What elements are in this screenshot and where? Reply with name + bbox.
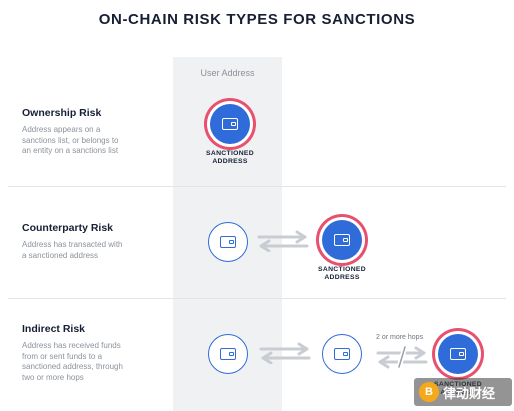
watermark-logo-icon: B [419,382,439,402]
indirect-risk-title: Indirect Risk [22,323,86,335]
row-divider [8,186,506,187]
indirect-risk-description: Address has received funds from or sent … [22,341,123,382]
wallet-icon [334,234,350,246]
intermediate-address-node [322,334,362,374]
sanctioned-address-label: SANCTIONED ADDRESS [206,150,254,165]
counterparty-risk-description: Address has transacted with a sanctioned… [22,240,123,260]
sanctioned-address-label: SANCTIONED ADDRESS [318,266,366,281]
transaction-arrows-icon [257,230,309,252]
row-divider [8,298,506,299]
sanctioned-address-node [438,334,478,374]
wallet-icon [450,348,466,360]
wallet-icon [220,348,236,360]
user-address-column-label: User Address [200,68,255,78]
diagram-title: ON-CHAIN RISK TYPES FOR SANCTIONS [98,11,416,28]
watermark-text: 律动财经 [443,386,496,401]
ownership-risk-description: Address appears on a sanctions list, or … [22,125,119,155]
wallet-icon [222,118,238,130]
hops-label: 2 or more hops [376,334,424,341]
wallet-icon [220,236,236,248]
counterparty-risk-title: Counterparty Risk [22,222,114,234]
sanctioned-address-node [210,104,250,144]
transaction-arrows-icon [259,342,311,364]
wallet-icon [334,348,350,360]
user-address-node [208,222,248,262]
user-address-node [208,334,248,374]
sanctioned-address-node [322,220,362,260]
ownership-risk-title: Ownership Risk [22,107,102,119]
multi-hop-arrows-icon [376,345,428,369]
